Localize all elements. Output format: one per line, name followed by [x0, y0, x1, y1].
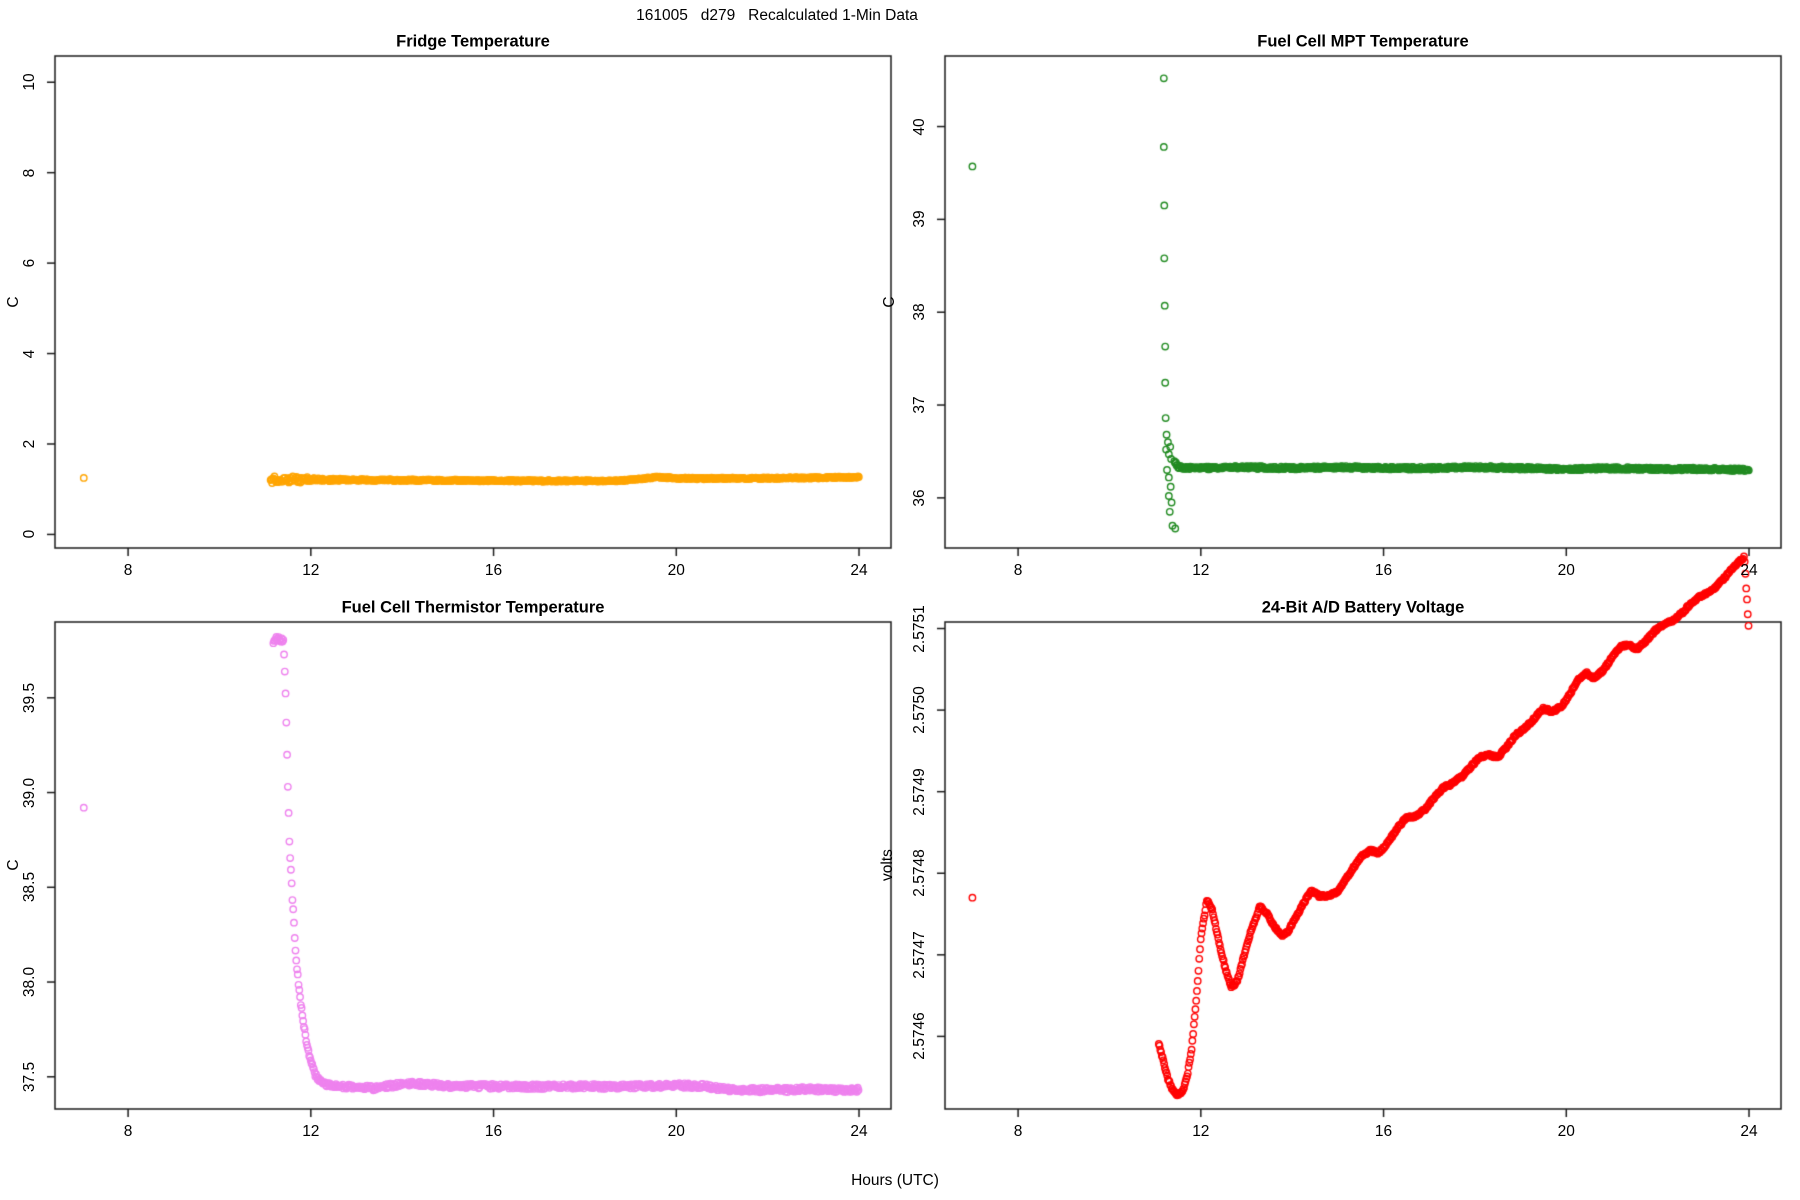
y-tick-label: 10	[21, 73, 38, 91]
x-axis-label: Hours (UTC)	[851, 1172, 939, 1189]
y-tick-label: 2.5750	[911, 686, 928, 734]
y-tick-label: 39.5	[21, 682, 38, 713]
x-tick-label: 12	[302, 1123, 320, 1140]
x-tick-label: 24	[850, 562, 868, 579]
x-tick-label: 12	[302, 562, 320, 579]
y-tick-label: 37.5	[21, 1061, 38, 1092]
x-tick-label: 8	[1013, 562, 1023, 579]
panel-title-fridge-temperature: Fridge Temperature	[396, 32, 550, 51]
y-axis-label-bottom-right: volts	[879, 849, 896, 881]
y-axis-label-top-left: C	[5, 296, 22, 308]
y-tick-label: 2	[21, 439, 38, 449]
panel-title-fuel-cell-mpt-temperature: Fuel Cell MPT Temperature	[1257, 32, 1469, 51]
y-tick-label: 38	[911, 303, 928, 321]
x-tick-label: 20	[667, 1123, 685, 1140]
x-tick-label: 20	[1557, 562, 1575, 579]
x-tick-label: 20	[667, 562, 685, 579]
y-tick-label: 39	[911, 210, 928, 228]
y-axis-label-top-right: C	[881, 296, 898, 308]
y-tick-label: 40	[911, 117, 928, 136]
y-tick-label: 38.0	[21, 966, 38, 998]
x-tick-label: 12	[1192, 1123, 1210, 1140]
y-tick-label: 39.0	[21, 777, 38, 808]
x-tick-label: 24	[1740, 1123, 1758, 1140]
y-tick-label: 8	[21, 168, 38, 177]
x-tick-label: 16	[484, 1123, 503, 1140]
y-tick-label: 0	[21, 530, 38, 539]
y-tick-label: 38.5	[21, 872, 38, 903]
x-tick-label: 24	[1740, 562, 1758, 579]
x-tick-label: 8	[123, 1123, 133, 1140]
x-tick-label: 20	[1557, 1123, 1575, 1140]
y-axis-label-bottom-left: C	[5, 859, 22, 871]
y-tick-label: 2.5751	[911, 604, 928, 653]
x-tick-label: 8	[123, 562, 133, 579]
x-tick-label: 24	[850, 1123, 868, 1140]
x-tick-label: 16	[1374, 562, 1393, 579]
figure-title: 161005 d279 Recalculated 1-Min Data	[636, 7, 918, 24]
y-tick-label: 2.5746	[911, 1012, 928, 1061]
y-tick-label: 6	[21, 258, 38, 268]
y-tick-label: 2.5747	[911, 931, 928, 979]
y-tick-label: 36	[911, 489, 928, 507]
x-tick-label: 12	[1192, 562, 1210, 579]
y-tick-label: 2.5748	[911, 849, 928, 897]
x-tick-label: 16	[484, 562, 503, 579]
y-tick-label: 4	[21, 349, 38, 358]
y-tick-label: 37	[911, 396, 928, 414]
y-tick-label: 2.5749	[911, 767, 928, 816]
x-tick-label: 8	[1013, 1123, 1023, 1140]
panel-title-fuel-cell-thermistor-temperature: Fuel Cell Thermistor Temperature	[341, 598, 605, 617]
x-tick-label: 16	[1374, 1123, 1393, 1140]
panel-title-battery-voltage: 24-Bit A/D Battery Voltage	[1261, 598, 1465, 617]
